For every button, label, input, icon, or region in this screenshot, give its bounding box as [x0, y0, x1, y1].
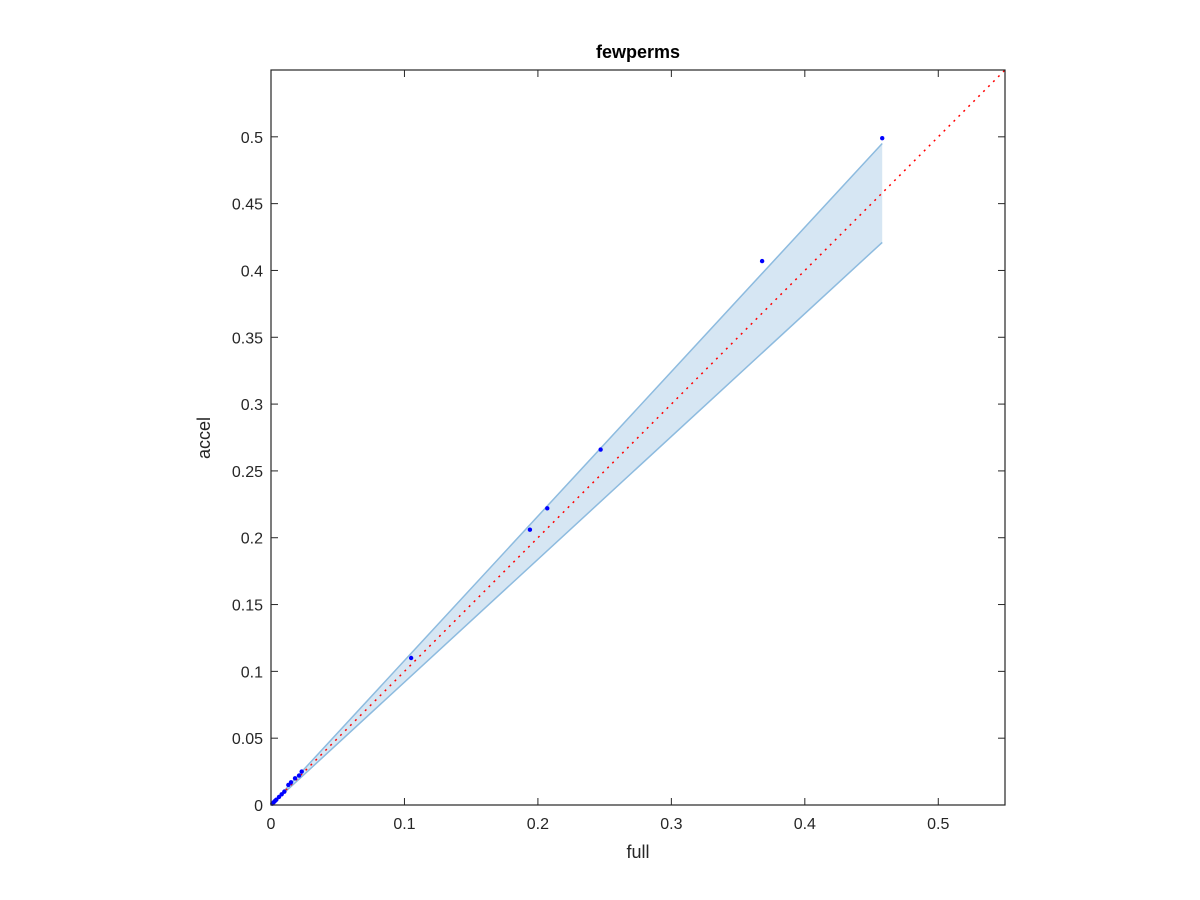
x-axis-label: full — [626, 842, 649, 862]
data-point — [545, 506, 550, 511]
x-tick-label: 0.5 — [927, 816, 949, 833]
y-tick-label: 0.45 — [232, 197, 263, 214]
band-upper-edge — [270, 142, 883, 806]
data-point — [759, 258, 765, 264]
y-tick-label: 0.3 — [241, 397, 263, 414]
y-tick-label: 0.35 — [232, 330, 263, 347]
band-lower-edge — [270, 241, 883, 806]
data-point — [296, 773, 302, 778]
data-point — [276, 794, 282, 800]
data-point — [279, 792, 284, 797]
y-tick-label: 0.4 — [241, 263, 263, 280]
y-tick-label: 0 — [254, 798, 263, 815]
data-point — [880, 135, 885, 141]
y-tick-label: 0.2 — [241, 531, 263, 548]
y-tick-label: 0.25 — [232, 464, 263, 481]
x-tick-label: 0.2 — [527, 816, 549, 833]
y-tick-label: 0.5 — [241, 130, 263, 147]
y-axis-label: accel — [194, 417, 214, 459]
data-point — [299, 769, 304, 774]
data-point — [282, 789, 287, 794]
axes-box — [270, 69, 1006, 806]
chart-title: fewperms — [596, 42, 680, 62]
data-point — [598, 447, 603, 452]
x-tick-label: 0 — [267, 816, 276, 833]
y-tick-label: 0.1 — [241, 664, 263, 681]
y-tick-label: 0.05 — [232, 731, 263, 748]
data-point — [408, 655, 414, 661]
data-point — [288, 780, 294, 785]
axes — [270, 69, 1006, 806]
reference-line — [270, 69, 1006, 806]
x-tick-label: 0.4 — [794, 816, 816, 833]
x-axis-ticks: 0 0.1 0.2 0.3 0.4 0.5 — [267, 70, 949, 833]
data-point — [274, 797, 279, 802]
data-point — [286, 782, 291, 788]
data-point — [292, 776, 298, 781]
y-tick-label: 0.15 — [232, 598, 263, 615]
plot-area — [270, 69, 1006, 806]
data-point — [527, 527, 533, 532]
x-tick-label: 0.1 — [393, 816, 415, 833]
y-axis-ticks: 0 0.05 0.1 0.15 0.2 0.25 0.3 0.35 0.4 0.45 0.5 — [232, 130, 1005, 815]
x-tick-label: 0.3 — [660, 816, 682, 833]
